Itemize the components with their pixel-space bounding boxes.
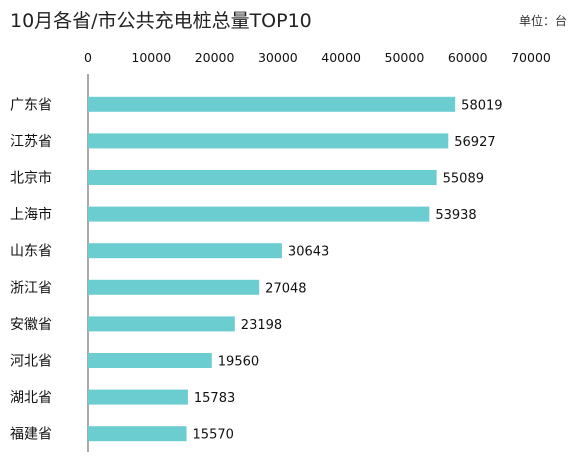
bar [88,389,188,405]
category-label: 河北省 [10,354,52,370]
bar [88,96,456,112]
category-label: 湖北省 [10,390,52,406]
category-label: 上海市 [10,206,52,223]
data-label: 23198 [241,318,282,333]
data-label: 56927 [454,135,495,150]
category-label: 广东省 [10,97,52,113]
x-tick-label: 0 [84,50,92,65]
bar [88,170,437,185]
bar [88,279,260,295]
data-label: 27048 [265,281,306,296]
category-label: 江苏省 [10,134,52,150]
data-label: 15783 [194,391,235,406]
data-label: 53938 [435,208,476,223]
chart-title: 10月各省/市公共充电桩总量TOP10 [10,10,312,32]
bar [88,316,235,332]
data-label: 58019 [461,98,502,113]
x-tick-label: 30000 [258,50,298,65]
category-label: 北京市 [10,170,52,187]
category-label: 福建省 [10,427,52,443]
data-label: 19560 [218,355,259,370]
bar [88,133,449,149]
x-tick-label: 10000 [131,50,171,65]
x-tick-label: 70000 [511,50,551,65]
category-label: 安徽省 [10,317,52,333]
data-label: 55089 [443,172,484,187]
bar [88,206,430,222]
data-label: 30643 [288,245,329,260]
bar [88,426,187,442]
category-label: 浙江省 [10,280,52,296]
category-label: 山东省 [10,244,52,260]
data-label: 15570 [193,428,234,443]
x-tick-label: 50000 [385,50,425,65]
bar [88,353,212,368]
unit-label: 单位：台 [518,14,567,28]
x-tick-label: 60000 [448,50,488,65]
bar [88,243,282,259]
x-tick-label: 20000 [195,50,235,65]
x-tick-label: 40000 [321,50,361,65]
